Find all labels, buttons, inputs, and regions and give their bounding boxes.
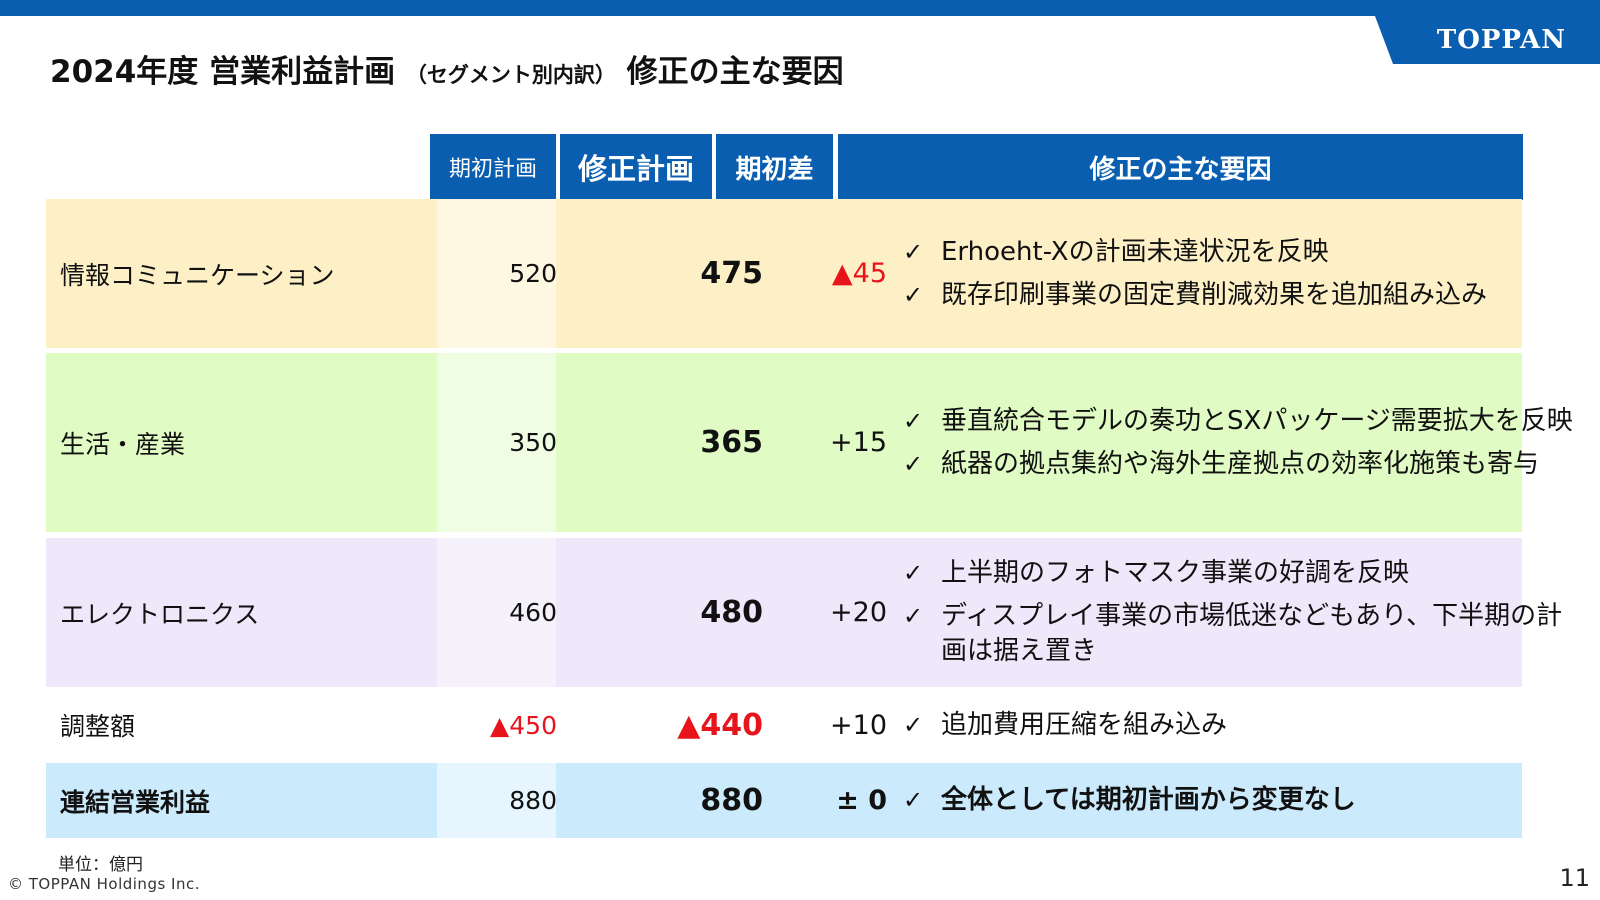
- reason-item: ✓ 既存印刷事業の固定費削減効果を追加組み込み: [903, 278, 1583, 313]
- segment-name: エレクトロニクス: [46, 538, 437, 687]
- reason-item: ✓ ディスプレイ事業の市場低迷などもあり、下半期の計画は据え置き: [903, 599, 1583, 669]
- table-row-adjustment: 調整額 ▲450 ▲440 +10 ✓ 追加費用圧縮を組み込み: [46, 691, 1554, 759]
- diff-value: ± 0: [836, 785, 887, 816]
- reason-text: 既存印刷事業の固定費削減効果を追加組み込み: [941, 279, 1488, 310]
- check-icon: ✓: [903, 559, 924, 587]
- diff-value: +10: [830, 709, 887, 741]
- row-bg: [556, 199, 1522, 348]
- reason-item: ✓ Erhoeht-Xの計画未達状況を反映: [903, 235, 1583, 270]
- row-bg: [556, 353, 1522, 532]
- check-icon: ✓: [903, 449, 924, 478]
- reason-text: 追加費用圧縮を組み込み: [941, 709, 1228, 740]
- segment-name: 情報コミュニケーション: [46, 199, 437, 348]
- top-accent-bar: [0, 0, 1600, 16]
- col-header-revised: 修正計画: [560, 134, 712, 200]
- plan-value: 350: [437, 353, 569, 532]
- revised-value: ▲440: [677, 707, 763, 743]
- col-header-reasons: 修正の主な要因: [838, 134, 1523, 200]
- reason-list: ✓ 全体としては期初計画から変更なし: [903, 763, 1583, 838]
- revised-value: 880: [700, 783, 763, 818]
- title-main: 2024年度 営業利益計画: [50, 54, 396, 90]
- plan-value: 460: [437, 538, 569, 687]
- segment-name: 連結営業利益: [46, 763, 437, 838]
- revised-value: 365: [700, 425, 763, 460]
- reason-text: 垂直統合モデルの奏功とSXパッケージ需要拡大を反映: [941, 405, 1573, 436]
- revised-value: 480: [700, 595, 763, 630]
- diff-value: +15: [830, 427, 887, 458]
- page-number: 11: [1559, 864, 1590, 892]
- reason-list: ✓ 追加費用圧縮を組み込み: [903, 691, 1583, 759]
- reason-item: ✓ 追加費用圧縮を組み込み: [903, 708, 1583, 743]
- table-row-life-industry: 生活・産業 350 365 +15 ✓ 垂直統合モデルの奏功とSXパッケージ需要拡…: [46, 353, 1573, 532]
- segment-name: 調整額: [60, 712, 136, 741]
- reason-text: Erhoeht-Xの計画未達状況を反映: [941, 236, 1329, 267]
- reason-item: ✓ 上半期のフォトマスク事業の好調を反映: [903, 556, 1583, 591]
- reason-item: ✓ 垂直統合モデルの奏功とSXパッケージ需要拡大を反映: [903, 404, 1583, 439]
- reason-list: ✓ 上半期のフォトマスク事業の好調を反映 ✓ ディスプレイ事業の市場低迷などもあり、…: [903, 538, 1583, 687]
- row-bg: [556, 538, 1522, 687]
- col-header-diff: 期初差: [716, 134, 833, 200]
- title-tail: 修正の主な要因: [626, 54, 844, 90]
- plan-value: 520: [437, 199, 569, 348]
- reason-item: ✓ 紙器の拠点集約や海外生産拠点の効率化施策も寄与: [903, 447, 1583, 482]
- check-icon: ✓: [903, 237, 924, 266]
- col-header-plan: 期初計画: [430, 134, 556, 200]
- title-sub: （セグメント別内訳）: [405, 63, 616, 87]
- logo-tab: [1375, 16, 1600, 64]
- table-row-electronics: エレクトロニクス 460 480 +20 ✓ 上半期のフォトマスク事業の好調を反映…: [46, 538, 1562, 687]
- plan-value: 880: [437, 763, 569, 838]
- diff-value: ▲45: [831, 258, 887, 289]
- plan-value: ▲450: [490, 710, 557, 740]
- reason-text: ディスプレイ事業の市場低迷などもあり、下半期の計画は据え置き: [941, 601, 1563, 666]
- reason-text: 紙器の拠点集約や海外生産拠点の効率化施策も寄与: [941, 448, 1540, 479]
- table-row-consolidated: 連結営業利益 880 880 ± 0 ✓ 全体としては期初計画から変更なし: [46, 763, 1554, 838]
- row-bg: [556, 763, 1522, 838]
- reason-list: ✓ Erhoeht-Xの計画未達状況を反映 ✓ 既存印刷事業の固定費削減効果を追加組…: [903, 199, 1583, 348]
- check-icon: ✓: [903, 406, 924, 435]
- copyright: © TOPPAN Holdings Inc.: [8, 875, 200, 893]
- check-icon: ✓: [903, 280, 924, 309]
- segment-name: 生活・産業: [46, 353, 437, 532]
- reason-text: 全体としては期初計画から変更なし: [941, 785, 1356, 815]
- unit-note: 単位：億円: [58, 855, 143, 875]
- check-icon: ✓: [903, 710, 924, 739]
- check-icon: ✓: [903, 602, 924, 630]
- diff-value: +20: [830, 597, 887, 628]
- reason-text: 上半期のフォトマスク事業の好調を反映: [941, 558, 1410, 588]
- check-icon: ✓: [903, 786, 924, 814]
- toppan-logo: TOPPAN: [1436, 25, 1566, 55]
- reason-list: ✓ 垂直統合モデルの奏功とSXパッケージ需要拡大を反映 ✓ 紙器の拠点集約や海外生産…: [903, 353, 1583, 532]
- page-title: 2024年度 営業利益計画 （セグメント別内訳） 修正の主な要因: [50, 46, 844, 91]
- reason-item: ✓ 全体としては期初計画から変更なし: [903, 783, 1583, 818]
- revised-value: 475: [700, 256, 763, 291]
- table-row-info-communication: 情報コミュニケーション 520 475 ▲45 ✓ Erhoeht-Xの計画未達状…: [46, 199, 1554, 348]
